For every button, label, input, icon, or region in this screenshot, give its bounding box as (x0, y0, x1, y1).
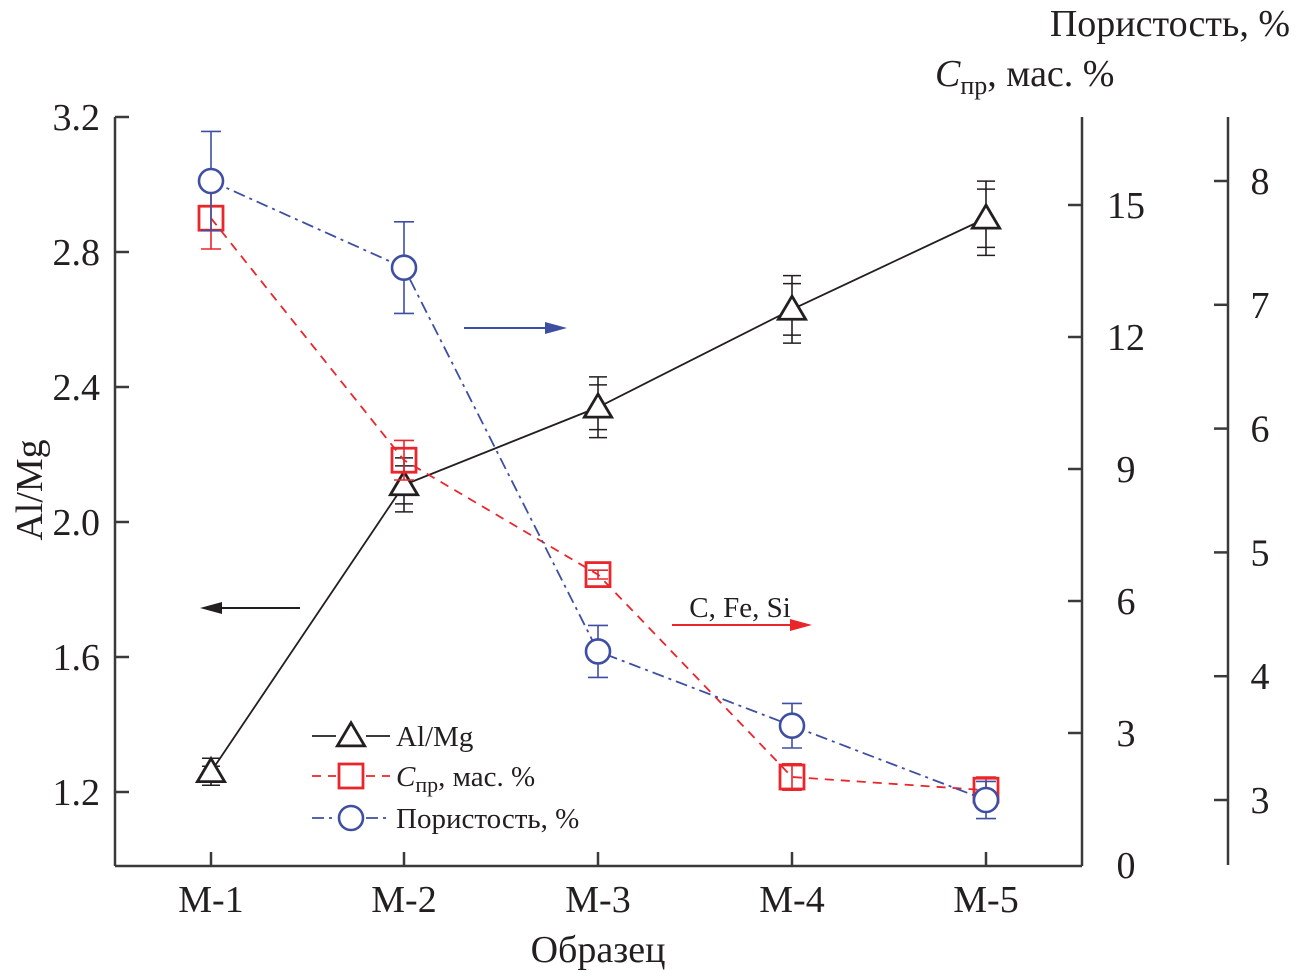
annotation-c-fe-si: C, Fe, Si (689, 592, 791, 624)
series-triangle (194, 180, 1003, 787)
x-tick-label: M-4 (759, 879, 824, 921)
left-tick-label: 3.2 (53, 97, 101, 139)
right1-axis-title-sub: пр (960, 71, 987, 100)
left-tick-label: 2.4 (53, 367, 101, 409)
left-tick-label: 1.2 (53, 772, 101, 814)
legend-marker-circle (337, 804, 365, 832)
data-point-square (390, 446, 418, 474)
right1-axis-title-main: C (935, 53, 961, 95)
right2-tick-label: 3 (1251, 780, 1270, 822)
series-line-circle (210, 180, 987, 801)
legend-label-sub: пр (415, 772, 438, 797)
x-tick-label: M-5 (953, 879, 1018, 921)
x-tick-label: M-2 (371, 879, 436, 921)
series-layer (194, 130, 1003, 820)
right2-tick-label: 5 (1251, 532, 1270, 574)
data-point-circle (584, 638, 612, 665)
right2-tick-label: 8 (1251, 161, 1270, 203)
data-point-triangle (194, 755, 228, 784)
arrow-right-carbon-head (790, 619, 812, 631)
legend-label: Пористость, % (396, 803, 579, 835)
series-line-triangle (210, 217, 987, 773)
arrow-right-porosity-head (545, 322, 567, 334)
legend-entry-circle: Пористость, % (312, 803, 579, 835)
data-point-circle (197, 167, 225, 195)
series-line-square (210, 217, 987, 792)
legend: Al/Mg Cпр, мас. % Пористость, % (312, 720, 579, 835)
arrow-right-carbon (672, 619, 812, 631)
arrow-left-alMg-head (200, 602, 222, 614)
data-point-circle (972, 786, 1000, 814)
data-point-square (778, 763, 806, 791)
right1-tick-label: 12 (1107, 317, 1145, 359)
data-point-square (584, 561, 612, 588)
right1-tick-label: 6 (1117, 581, 1136, 623)
series-square (197, 186, 1000, 805)
data-point-triangle (387, 468, 421, 497)
legend-label: Al/Mg (396, 721, 473, 753)
data-point-circle (778, 712, 806, 740)
left-tick-label: 2.8 (53, 232, 101, 274)
legend-entry-square: Cпр, мас. % (312, 761, 535, 797)
x-tick-label: M-3 (565, 879, 630, 921)
left-tick-label: 1.6 (53, 637, 101, 679)
axes: 1.2 1.6 2.0 2.4 2.8 3.2 0 3 6 9 12 15 3 4 5 6 7 8 M-1 M-2 M-… (53, 97, 1270, 921)
arrow-left-alMg (200, 602, 300, 614)
right1-tick-label: 15 (1107, 185, 1145, 227)
right2-tick-label: 4 (1251, 656, 1270, 698)
right2-tick-label: 7 (1251, 285, 1270, 327)
right2-axis-title: Пористость, % (1050, 3, 1290, 45)
right1-tick-label: 9 (1117, 449, 1136, 491)
x-tick-label: M-1 (178, 879, 243, 921)
right1-axis-title: Cпр, мас. % (935, 53, 1114, 100)
data-point-triangle (969, 202, 1003, 230)
series-circle (197, 130, 1000, 820)
legend-entry-triangle: Al/Mg (312, 720, 473, 753)
right1-tick-label: 0 (1117, 845, 1136, 887)
left-tick-label: 2.0 (53, 502, 101, 544)
legend-marker-square (337, 762, 365, 790)
data-point-circle (390, 254, 418, 281)
left-axis-title: Al/Mg (9, 439, 51, 540)
legend-label: Cпр, мас. % (396, 761, 535, 797)
arrow-right-porosity (464, 322, 567, 334)
annotations: C, Fe, Si (200, 322, 812, 631)
legend-label-rest: , мас. % (438, 761, 535, 793)
right1-tick-label: 3 (1117, 713, 1136, 755)
legend-label-main: C (396, 761, 416, 793)
legend-marker-triangle (334, 720, 368, 748)
x-axis-title: Образец (531, 929, 666, 971)
data-point-triangle (581, 391, 615, 419)
data-point-triangle (775, 293, 809, 321)
right2-tick-label: 6 (1251, 409, 1270, 451)
right1-axis-title-rest: , мас. % (987, 53, 1114, 95)
